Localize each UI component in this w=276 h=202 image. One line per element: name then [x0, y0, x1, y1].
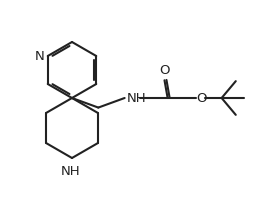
Text: N: N — [35, 49, 45, 62]
Text: O: O — [159, 64, 170, 77]
Text: NH: NH — [61, 165, 81, 178]
Text: O: O — [197, 92, 207, 104]
Text: NH: NH — [127, 93, 146, 105]
